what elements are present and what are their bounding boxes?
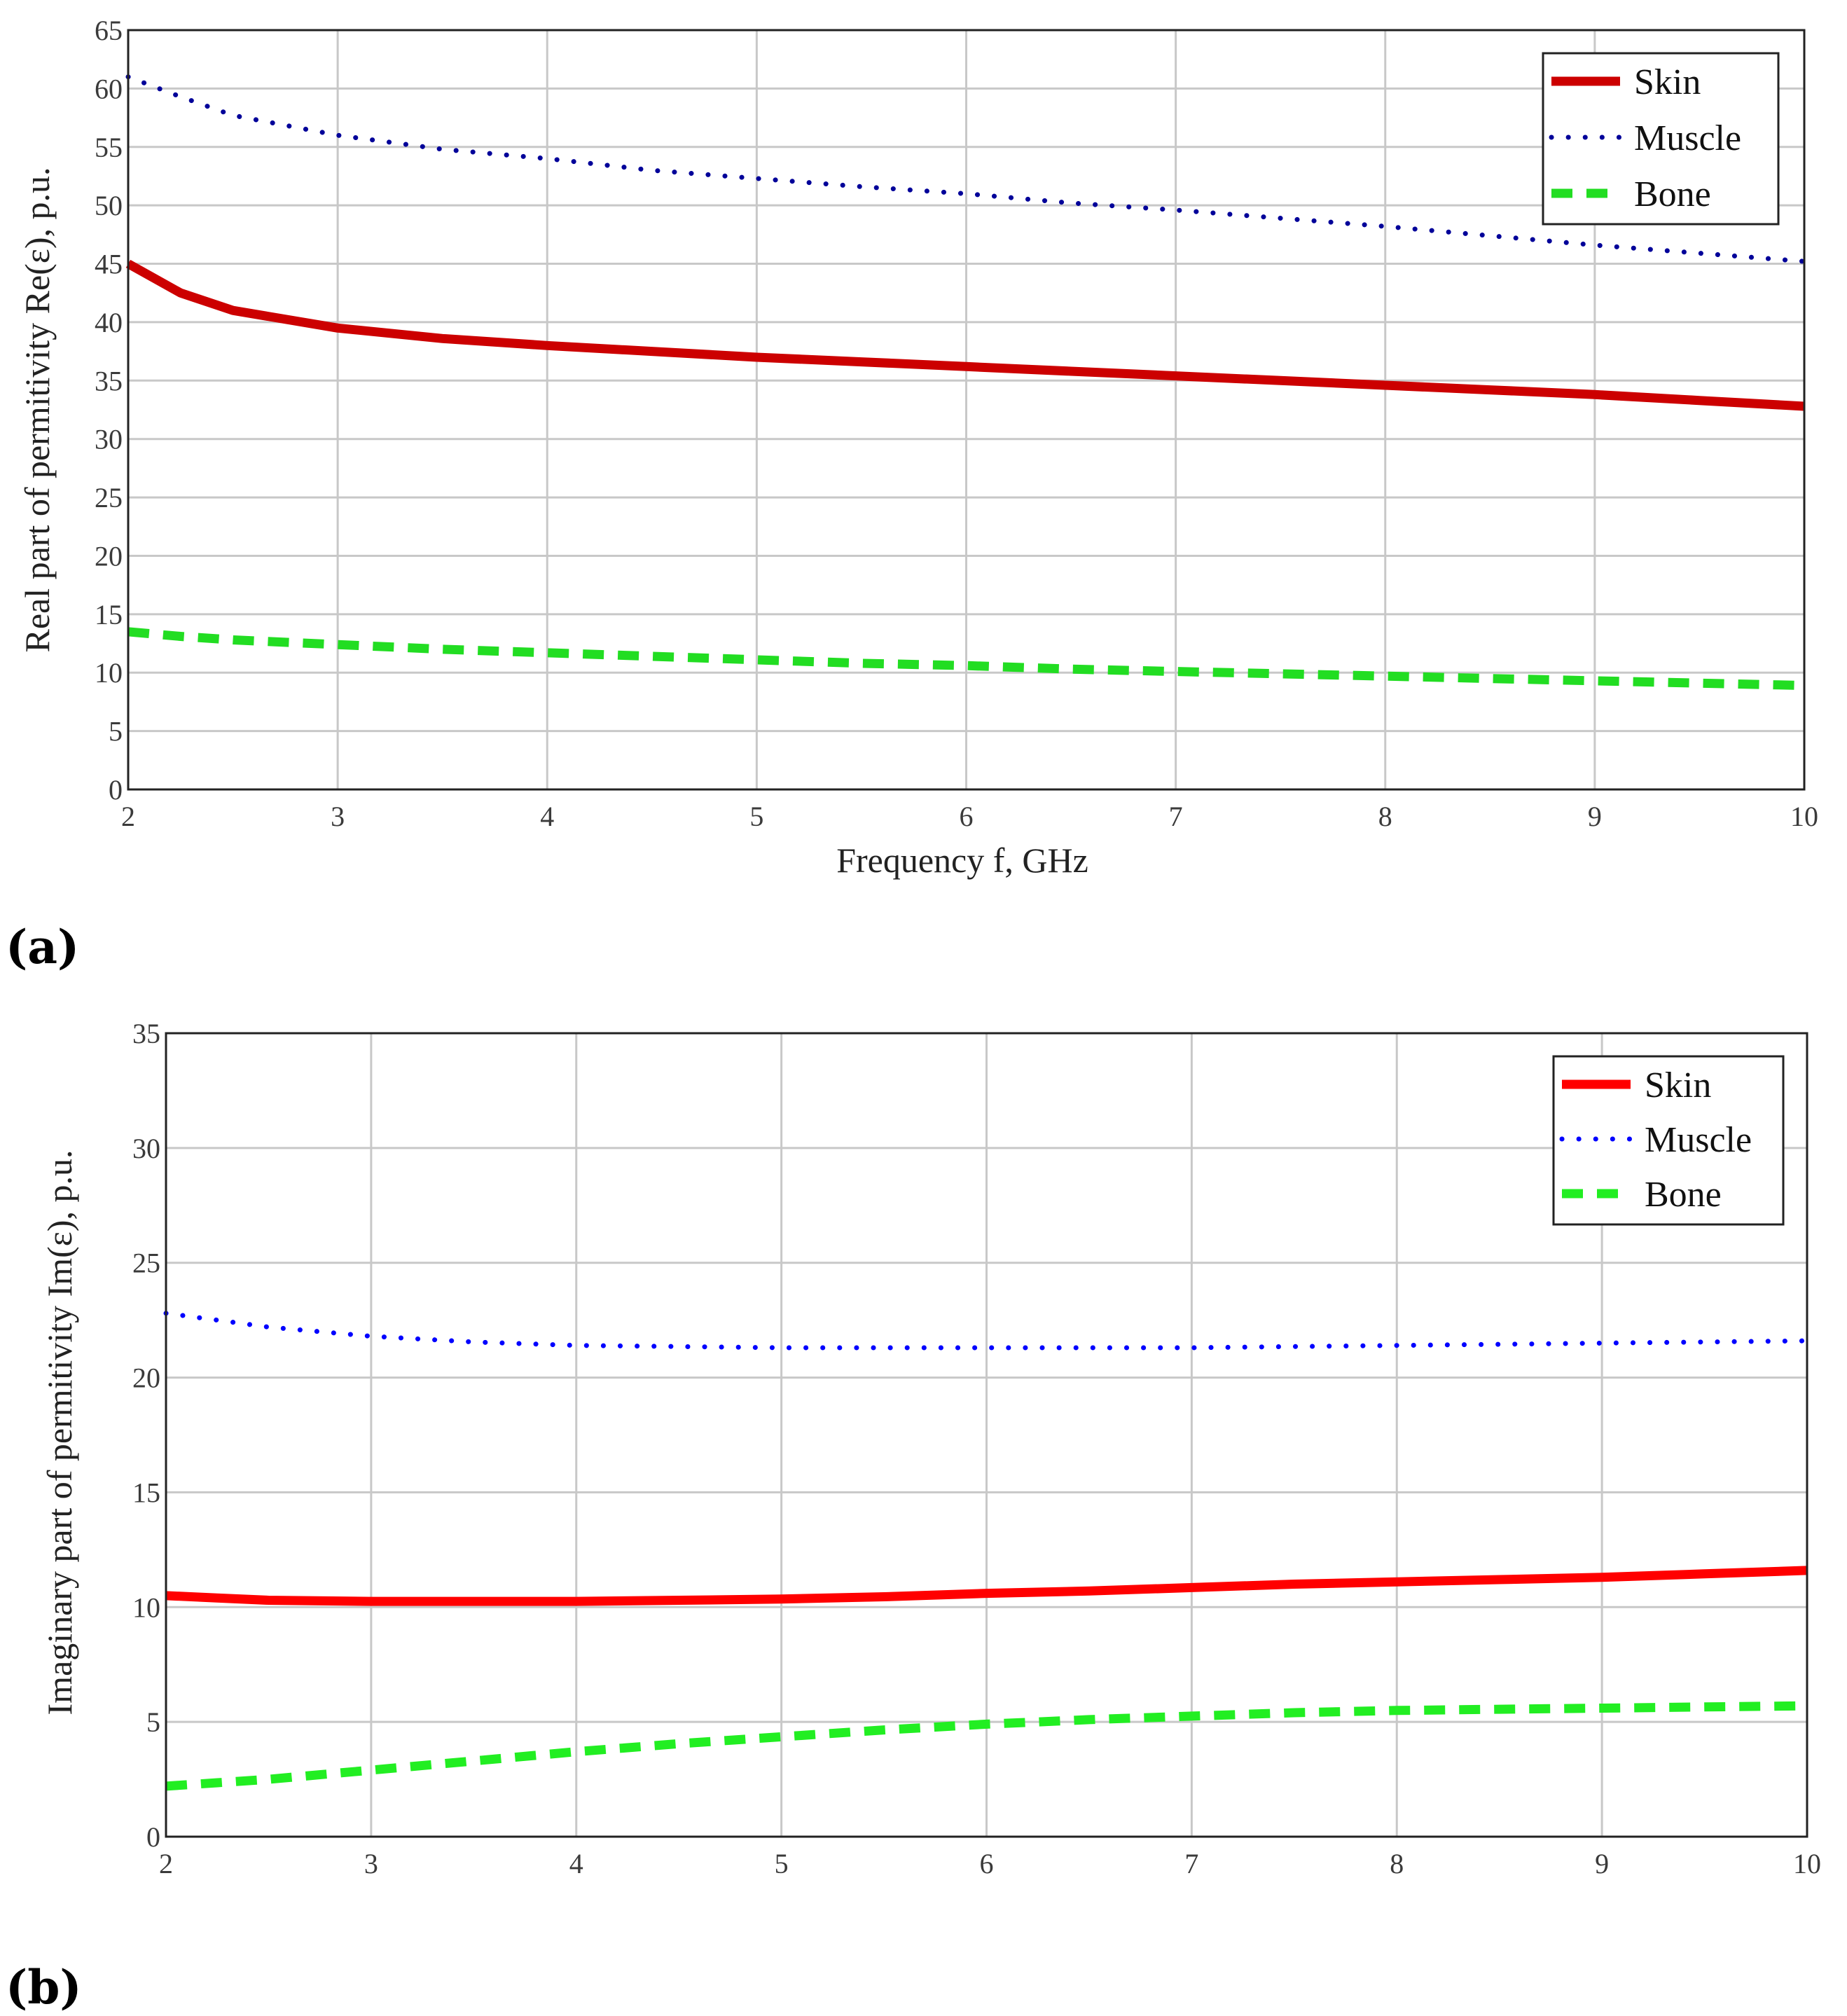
y-tick-label: 5 [146,1706,160,1738]
y-tick-label: 40 [95,307,123,338]
legend-label-skin: Skin [1645,1065,1711,1105]
y-tick-label: 60 [95,73,123,104]
x-tick-label: 3 [364,1848,378,1879]
y-tick-label: 55 [95,132,123,163]
series-line-muscle [125,74,1807,264]
legend: Skin Muscle Bone [1552,1055,1785,1226]
y-tick-label: 15 [95,599,123,630]
legend-label-bone: Bone [1645,1175,1722,1215]
y-tick-label: 65 [95,15,123,46]
y-tick-label: 20 [95,540,123,572]
y-tick-label: 50 [95,190,123,221]
y-tick-label: 30 [95,424,123,455]
series-line-skin [125,259,1805,411]
x-tick-label: 4 [569,1848,583,1879]
y-tick-label: 35 [95,365,123,396]
chart-panel-a: 2 3 4 5 6 7 8 9 1005101520253035404550556065Freq… [6,15,1818,974]
legend-label-muscle: Muscle [1645,1120,1752,1160]
x-tick-label: 5 [775,1848,789,1879]
x-tick-label: 2 [121,801,135,832]
legend: Skin Muscle Bone [1542,52,1780,226]
x-tick-label: 9 [1588,801,1602,832]
x-tick-label: 6 [960,801,974,832]
legend-label-muscle: Muscle [1634,118,1741,158]
panel-label: (a) [6,920,79,974]
y-tick-label: 15 [132,1477,160,1508]
legend-label-bone: Bone [1634,174,1711,214]
y-tick-label: 0 [109,774,123,806]
x-tick-label: 6 [980,1848,994,1879]
x-tick-label: 4 [540,801,554,832]
series-line-muscle [163,1311,1810,1351]
y-tick-label: 20 [132,1362,160,1394]
x-tick-label: 2 [159,1848,173,1879]
x-tick-label: 10 [1790,801,1818,832]
panel-label: (b) [6,1960,82,2015]
x-tick-label: 7 [1184,1848,1198,1879]
plot-frame [127,29,1806,791]
legend-label-skin: Skin [1634,62,1701,102]
x-tick-label: 7 [1169,801,1183,832]
x-tick-label: 9 [1595,1848,1609,1879]
series-line-skin [165,1566,1808,1606]
x-tick-label: 10 [1793,1848,1821,1879]
x-tick-label: 8 [1390,1848,1404,1879]
y-tick-label: 25 [132,1248,160,1279]
series-line-bone [127,627,1805,691]
x-tick-label: 8 [1378,801,1392,832]
series-line-bone [165,1701,1808,1791]
x-tick-label: 5 [749,801,763,832]
x-tick-label: 3 [331,801,345,832]
y-tick-label: 25 [95,482,123,513]
y-tick-label: 0 [146,1821,160,1853]
y-tick-label: 10 [132,1592,160,1623]
y-axis-title: Real part of permitivity Re(ε), p.u. [18,167,57,652]
x-axis-title: Frequency f, GHz [836,841,1088,880]
y-axis-title: Imaginary part of permitivity Im(ε), p.u… [40,1150,79,1715]
y-tick-label: 35 [132,1018,160,1049]
y-tick-label: 5 [109,716,123,747]
chart-panel-b: 2 3 4 5 6 7 8 9 10 0 5 10 15 20 25 30 35 Imaginary part o… [6,1018,1821,2015]
plot-frame [165,1032,1808,1838]
y-tick-label: 30 [132,1133,160,1164]
y-tick-label: 10 [95,657,123,689]
y-tick-label: 45 [95,249,123,280]
